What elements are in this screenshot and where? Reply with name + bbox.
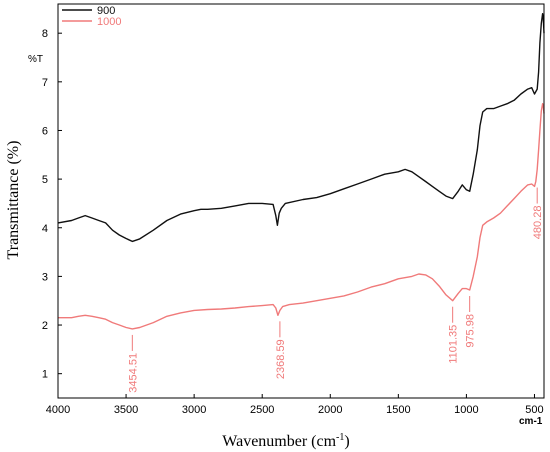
x-tick-label: 2000 (318, 404, 342, 416)
y-tick-label: 7 (42, 77, 48, 89)
plot-frame (57, 3, 545, 399)
y-tick-label: 8 (42, 28, 48, 40)
annotation-label: 2368.59 (275, 339, 287, 379)
series-line-900 (57, 13, 545, 243)
y-tick-label: 6 (42, 125, 48, 137)
y-tick-label: 4 (42, 223, 48, 235)
annotation-label: 3454.51 (127, 353, 139, 393)
y-axis-label: Transmittance (%) (5, 141, 22, 260)
x-tick-label: 1000 (454, 404, 478, 416)
y-tick-label: 5 (42, 174, 48, 186)
annotation-label: 480.28 (532, 206, 544, 240)
x-tick-label: 3500 (114, 404, 138, 416)
legend-label-1000: 1000 (97, 16, 121, 28)
x-tick-label: 2500 (250, 404, 274, 416)
x-tick-label: 1500 (386, 404, 410, 416)
series-line-1000 (58, 103, 545, 330)
legend: 900 1000 (62, 5, 121, 28)
y-tick-label: 1 (42, 369, 48, 381)
series-lines (57, 13, 545, 330)
annotation-label: 1101.35 (448, 325, 460, 364)
y-tick-label: 2 (42, 320, 48, 332)
x-axis-label: Wavenumber (cm-1) (222, 432, 349, 450)
legend-label-900: 900 (97, 5, 115, 17)
annotation-label: 975.98 (465, 314, 477, 348)
peak-annotations: 3454.51 2368.59 1101.35 975.98 480.28 (127, 187, 544, 393)
x-tick-label: 3000 (182, 404, 206, 416)
inner-y-label: %T (28, 54, 43, 65)
x-tick-label: 4000 (46, 404, 70, 416)
x-tick-label: 500 (525, 404, 543, 416)
axis-ticks: 4000 3500 3000 2500 2000 1500 1000 500 1 2 3 4 5 6 7 8 (42, 28, 544, 416)
y-tick-label: 3 (42, 271, 48, 283)
x-unit-label: cm-1 (519, 416, 543, 427)
